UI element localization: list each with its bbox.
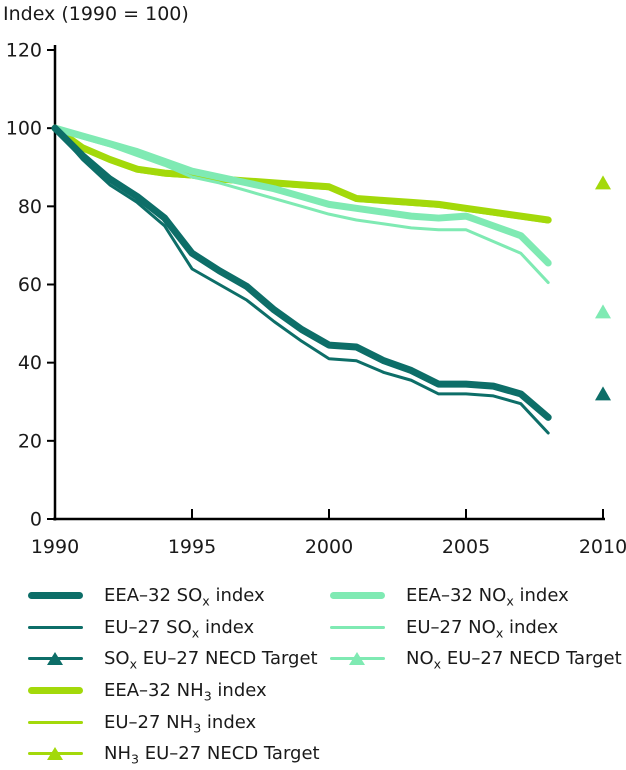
y-tick-label: 80 — [18, 196, 42, 218]
x-tick-label: 2000 — [305, 536, 353, 558]
x-tick-label: 2010 — [579, 536, 626, 558]
line-swatch-icon — [330, 619, 387, 635]
legend-label: NOx EU–27 NECD Target — [406, 648, 622, 673]
legend-label: SOx EU–27 NECD Target — [104, 648, 318, 673]
legend-item-eea32-nox-index: EEA–32 NOx index — [330, 580, 622, 612]
triangle-marker-icon — [28, 651, 85, 667]
target-marker-sox-eu-27-necd-target — [595, 386, 611, 401]
legend-item-nh3-necd-target: NH3 EU–27 NECD Target — [28, 738, 320, 770]
legend-item-eu27-sox-index: EU–27 SOx index — [28, 612, 320, 644]
target-marker-nox-eu-27-necd-target — [595, 304, 611, 319]
legend-label: EU–27 SOx index — [104, 616, 255, 641]
y-tick-label: 20 — [18, 430, 42, 452]
legend-label: NH3 EU–27 NECD Target — [104, 743, 320, 767]
legend-item-sox-necd-target: SOx EU–27 NECD Target — [28, 643, 320, 675]
series-line-eea-32-nh3-index — [51, 124, 552, 224]
legend-item-nox-necd-target: NOx EU–27 NECD Target — [330, 643, 622, 675]
legend-label: EEA–32 NH3 index — [104, 680, 267, 704]
target-marker-nh3-eu-27-necd-target — [595, 175, 611, 190]
legend-label: EU–27 NOx index — [406, 616, 559, 641]
triangle-marker-icon — [330, 651, 387, 667]
x-tick-label: 1990 — [31, 536, 79, 558]
line-swatch-icon — [28, 588, 85, 604]
line-swatch-icon — [28, 683, 85, 699]
x-tick-label: 1995 — [168, 536, 216, 558]
legend-column-1: EEA–32 NOx index EU–27 NOx index NOx EU–27… — [330, 580, 622, 675]
line-swatch-icon — [330, 588, 387, 604]
triangle-marker-icon — [28, 746, 85, 762]
legend-label: EEA–32 SOx index — [104, 585, 265, 609]
legend-column-0: EEA–32 SOx index EU–27 SOx index SOx EU–27… — [28, 580, 320, 770]
legend-item-eea32-nh3-index: EEA–32 NH3 index — [28, 675, 320, 707]
legend-label: EEA–32 NOx index — [406, 585, 569, 609]
chart-title: Index (1990 = 100) — [3, 3, 189, 25]
y-tick-label: 40 — [18, 352, 42, 374]
y-tick-label: 120 — [6, 40, 42, 62]
y-tick-label: 60 — [18, 274, 42, 296]
line-swatch-icon — [28, 714, 85, 730]
series-line-eea-32-nox-index — [51, 124, 552, 267]
y-tick-label: 100 — [6, 118, 42, 140]
series-line-eu-27-sox-index — [53, 126, 550, 435]
series-line-eu-27-nox-index — [53, 126, 550, 285]
y-tick-label: 0 — [30, 509, 42, 531]
series-line-eea-32-sox-index — [51, 124, 552, 421]
chart-canvas: 0 20 40 60 80 100 120 1990 1995 2000 2005 2010 — [6, 40, 626, 559]
x-tick-label: 2005 — [442, 536, 490, 558]
legend-item-eu27-nox-index: EU–27 NOx index — [330, 612, 622, 644]
legend-item-eea32-sox-index: EEA–32 SOx index — [28, 580, 320, 612]
legend-label: EU–27 NH3 index — [104, 711, 257, 736]
line-swatch-icon — [28, 619, 85, 635]
legend-item-eu27-nh3-index: EU–27 NH3 index — [28, 706, 320, 738]
